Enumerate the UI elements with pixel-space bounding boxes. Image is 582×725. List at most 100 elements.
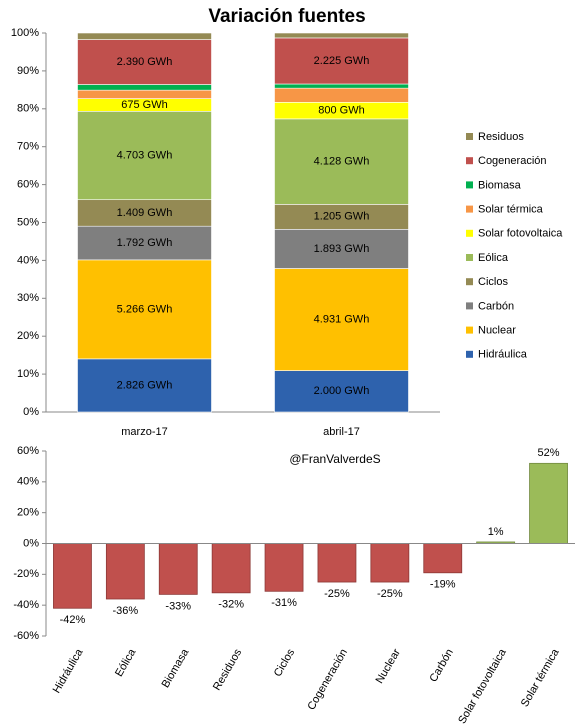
bar bbox=[211, 543, 251, 594]
legend-swatch bbox=[466, 278, 473, 286]
data-label: 4.931 GWh bbox=[314, 313, 370, 325]
data-label: 2.826 GWh bbox=[117, 379, 173, 391]
bar-segment bbox=[274, 268, 409, 371]
x-tick-label: Solar fotovoltaica bbox=[456, 646, 509, 725]
data-label: 800 GWh bbox=[318, 105, 364, 117]
annotation: @FranValverdeS bbox=[289, 452, 380, 466]
x-tick-label: Carbón bbox=[427, 647, 455, 684]
data-label: 4.703 GWh bbox=[117, 149, 173, 161]
bar-segment bbox=[274, 37, 409, 85]
data-label: 52% bbox=[538, 447, 560, 459]
bar bbox=[158, 543, 198, 595]
bar-segment bbox=[274, 370, 409, 413]
bar-segment bbox=[77, 110, 212, 201]
bar-segment bbox=[77, 225, 212, 261]
bar-segment bbox=[77, 199, 212, 227]
data-label: -42% bbox=[60, 614, 86, 626]
x-tick-label: abril-17 bbox=[323, 426, 360, 438]
x-tick-label: Hidráulica bbox=[51, 646, 86, 695]
legend-label: Eólica bbox=[478, 252, 509, 264]
data-label: -25% bbox=[324, 588, 350, 600]
legend-swatch bbox=[466, 229, 473, 237]
bar-segment bbox=[274, 87, 409, 103]
legend-label: Cogeneración bbox=[478, 155, 547, 167]
y-tick-label: -40% bbox=[13, 599, 39, 611]
data-label: -25% bbox=[377, 588, 403, 600]
data-label: 4.128 GWh bbox=[314, 156, 370, 168]
data-label: 2.225 GWh bbox=[314, 55, 370, 67]
data-label: -33% bbox=[165, 600, 191, 612]
bar bbox=[105, 543, 145, 600]
x-tick-label: Nuclear bbox=[374, 647, 404, 686]
y-tick-label: 20% bbox=[17, 507, 39, 519]
y-tick-label: 50% bbox=[17, 216, 39, 228]
bar-segment bbox=[77, 358, 212, 413]
x-tick-label: Ciclos bbox=[272, 647, 298, 679]
legend-swatch bbox=[466, 205, 473, 213]
data-label: 1.409 GWh bbox=[117, 207, 173, 219]
legend-label: Biomasa bbox=[478, 179, 522, 191]
bar-segment bbox=[77, 39, 212, 85]
legend-swatch bbox=[466, 350, 473, 358]
data-label: 2.000 GWh bbox=[314, 385, 370, 397]
y-tick-label: 40% bbox=[17, 476, 39, 488]
legend-swatch bbox=[466, 254, 473, 261]
x-tick-label: Solar térmica bbox=[519, 646, 562, 709]
legend-swatch bbox=[466, 326, 473, 334]
legend-label: Residuos bbox=[478, 131, 524, 143]
data-label: -36% bbox=[113, 605, 139, 617]
data-label: -19% bbox=[430, 579, 456, 591]
y-tick-label: -20% bbox=[13, 568, 39, 580]
bar bbox=[53, 543, 92, 609]
y-tick-label: 100% bbox=[11, 27, 39, 39]
bar-segment bbox=[274, 204, 409, 230]
x-tick-label: Cogeneración bbox=[305, 647, 350, 712]
data-label: -31% bbox=[271, 597, 297, 609]
data-label: 1% bbox=[488, 526, 504, 538]
y-tick-label: 40% bbox=[17, 254, 39, 266]
legend-swatch bbox=[466, 133, 473, 140]
bar bbox=[529, 462, 568, 544]
y-tick-label: 30% bbox=[17, 292, 39, 304]
y-tick-label: -60% bbox=[13, 630, 39, 642]
bar bbox=[264, 543, 304, 592]
bar-segment bbox=[274, 229, 409, 269]
legend-label: Carbón bbox=[478, 300, 514, 312]
bar-segment bbox=[274, 118, 409, 205]
data-label: 1.893 GWh bbox=[314, 243, 370, 255]
legend-label: Hidráulica bbox=[478, 349, 528, 361]
data-label: 5.266 GWh bbox=[117, 303, 173, 315]
data-label: 1.205 GWh bbox=[314, 211, 370, 223]
data-label: -32% bbox=[218, 599, 244, 611]
bar bbox=[370, 543, 410, 583]
y-tick-label: 80% bbox=[17, 103, 39, 115]
x-tick-label: marzo-17 bbox=[121, 426, 167, 438]
data-label: 675 GWh bbox=[121, 99, 167, 111]
data-label: 1.792 GWh bbox=[117, 237, 173, 249]
y-tick-label: 60% bbox=[17, 179, 39, 191]
legend-label: Ciclos bbox=[478, 276, 508, 288]
legend-swatch bbox=[466, 181, 473, 189]
y-tick-label: 90% bbox=[17, 65, 39, 77]
bar bbox=[423, 543, 463, 574]
bar-segment bbox=[77, 89, 212, 99]
bar-segment bbox=[77, 259, 212, 360]
y-tick-label: 60% bbox=[17, 445, 39, 457]
x-tick-label: Residuos bbox=[211, 647, 245, 693]
y-tick-label: 10% bbox=[17, 368, 39, 380]
bar-segment bbox=[77, 84, 212, 91]
bar-segment bbox=[274, 32, 409, 39]
bar bbox=[317, 543, 357, 583]
y-tick-label: 0% bbox=[23, 537, 39, 549]
y-tick-label: 20% bbox=[17, 330, 39, 342]
legend-swatch bbox=[466, 157, 473, 165]
chart-title: Variación fuentes bbox=[208, 6, 365, 27]
data-label: 2.390 GWh bbox=[117, 56, 173, 68]
legend-label: Solar térmica bbox=[478, 204, 544, 216]
x-tick-label: Biomasa bbox=[160, 646, 192, 690]
bar-segment bbox=[77, 32, 212, 40]
legend-label: Solar fotovoltaica bbox=[478, 228, 563, 240]
y-tick-label: 0% bbox=[23, 406, 39, 418]
x-tick-label: Eólica bbox=[113, 646, 139, 679]
